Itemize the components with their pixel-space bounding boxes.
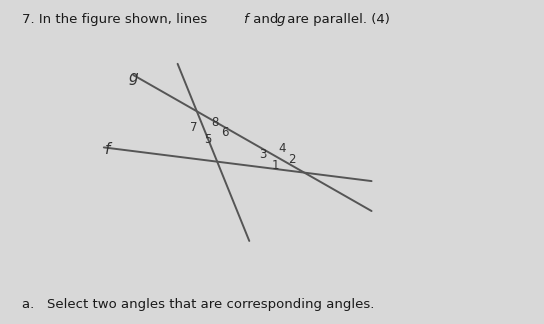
Text: a.   Select two angles that are corresponding angles.: a. Select two angles that are correspond… <box>22 298 374 311</box>
Text: 7: 7 <box>190 121 197 134</box>
Text: 4: 4 <box>279 142 286 155</box>
Text: g: g <box>276 13 285 26</box>
Text: 6: 6 <box>221 126 228 139</box>
Text: 8: 8 <box>211 116 218 129</box>
Text: and: and <box>249 13 283 26</box>
Text: f: f <box>243 13 248 26</box>
Text: g: g <box>128 70 138 85</box>
Text: 5: 5 <box>205 133 212 146</box>
Text: f: f <box>106 143 111 157</box>
Text: 2: 2 <box>288 153 296 167</box>
Text: 3: 3 <box>259 148 267 161</box>
Text: 7. In the figure shown, lines: 7. In the figure shown, lines <box>22 13 211 26</box>
Text: are parallel. (4): are parallel. (4) <box>283 13 390 26</box>
Text: 1: 1 <box>271 159 279 172</box>
